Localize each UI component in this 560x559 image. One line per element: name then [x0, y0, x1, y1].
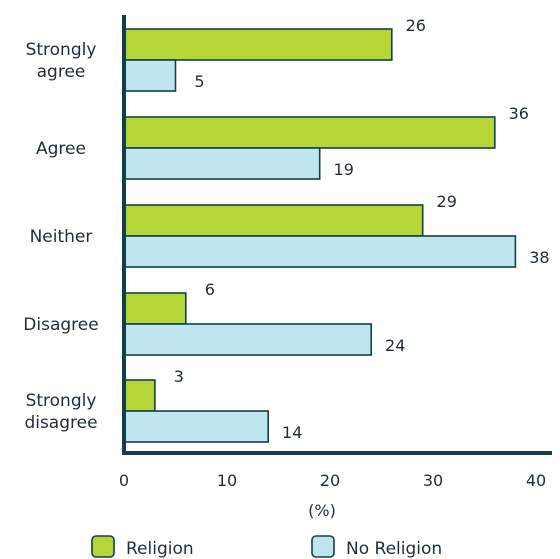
- x-tick-label-0: 0: [119, 471, 129, 490]
- legend-label-no-religion: No Religion: [346, 539, 442, 559]
- x-tick-label-1: 10: [217, 471, 237, 490]
- data-label-religion-4: 3: [174, 367, 184, 386]
- category-label-3: Disagree: [23, 315, 98, 335]
- bar-religion-3: [123, 292, 187, 325]
- category-label-line: agree: [37, 62, 86, 82]
- bar-no-religion-1: [123, 147, 321, 180]
- x-axis-title: (%): [308, 501, 336, 520]
- x-tick-label-4: 40: [526, 471, 546, 490]
- bar-religion-4: [123, 379, 156, 412]
- data-label-no-religion-1: 19: [334, 160, 354, 179]
- bar-religion-1: [123, 116, 496, 149]
- legend: Religion No Religion: [91, 535, 442, 559]
- bar-religion-2: [123, 204, 424, 237]
- category-label-1: Agree: [36, 139, 86, 159]
- data-labels-group: 26 5 36 19 29 38 6 24 3 14: [174, 16, 550, 442]
- category-label-line: Disagree: [23, 315, 98, 335]
- bar-religion-0: [123, 28, 393, 61]
- legend-swatch-religion: [91, 535, 115, 558]
- bar-no-religion-2: [123, 235, 517, 268]
- data-label-religion-3: 6: [205, 280, 215, 299]
- data-label-religion-0: 26: [406, 16, 426, 35]
- category-label-4: Strongly disagree: [24, 391, 97, 433]
- bar-no-religion-4: [123, 410, 269, 443]
- category-label-line: Agree: [36, 139, 86, 159]
- bars-group: [123, 28, 517, 443]
- category-label-line: disagree: [24, 413, 97, 433]
- x-tick-label-3: 30: [423, 471, 443, 490]
- category-label-line: Strongly: [26, 391, 97, 411]
- data-label-religion-2: 29: [437, 192, 457, 211]
- data-label-no-religion-2: 38: [529, 248, 549, 267]
- legend-label-religion: Religion: [126, 539, 194, 559]
- bar-no-religion-3: [123, 323, 372, 356]
- category-label-line: Neither: [30, 227, 93, 247]
- data-label-no-religion-4: 14: [282, 423, 302, 442]
- axes-group: [122, 15, 552, 455]
- category-labels-group: Strongly agreeAgreeNeitherDisagreeStrongl…: [23, 40, 98, 433]
- x-tick-labels-group: 0 10 20 30 40: [119, 471, 546, 490]
- x-tick-label-2: 20: [320, 471, 340, 490]
- data-label-no-religion-3: 24: [385, 336, 405, 355]
- bar-no-religion-0: [123, 59, 177, 92]
- category-label-line: Strongly: [26, 40, 97, 60]
- legend-swatch-no-religion: [311, 535, 335, 558]
- category-label-0: Strongly agree: [26, 40, 97, 82]
- data-label-no-religion-0: 5: [194, 72, 204, 91]
- category-label-2: Neither: [30, 227, 93, 247]
- data-label-religion-1: 36: [509, 104, 529, 123]
